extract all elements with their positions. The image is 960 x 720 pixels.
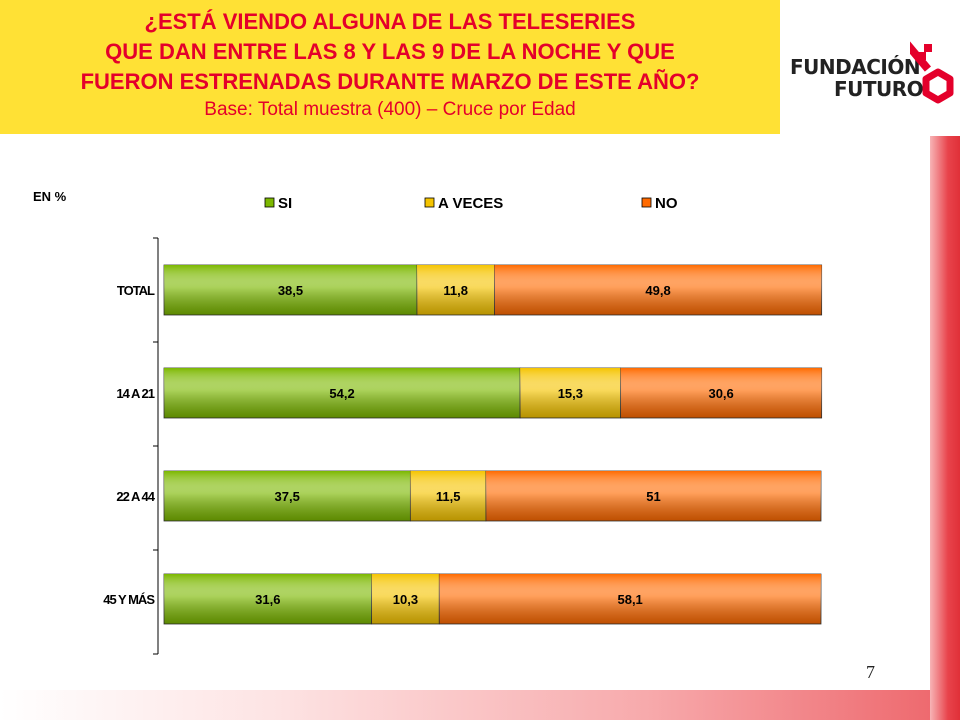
- title-line-1: ¿ESTÁ VIENDO ALGUNA DE LAS TELESERIES: [144, 9, 636, 34]
- bar-shade-a-veces-total: [416, 265, 495, 315]
- bar-shade-si-14-a-21: [164, 368, 521, 418]
- logo-line-2: FUTURO: [834, 77, 924, 101]
- bar-shade-si-22-a-44: [164, 471, 411, 521]
- category-label-14-a-21: 14 A 21: [116, 386, 154, 401]
- legend-label-si: SI: [278, 195, 292, 212]
- bar-shade-si-total: [164, 265, 417, 315]
- data-label-si-22-a-44: 37,5: [275, 489, 300, 504]
- chart-legend: SI A VECES NO: [264, 195, 678, 212]
- title-line-2: QUE DAN ENTRE LAS 8 Y LAS 9 DE LA NOCHE …: [105, 39, 675, 64]
- legend-label-a-veces: A VECES: [438, 195, 503, 212]
- decorative-bottom-stripe: [0, 690, 930, 720]
- data-label-a-veces-45-y-mas: 10,3: [393, 592, 418, 607]
- title-banner: ¿ESTÁ VIENDO ALGUNA DE LAS TELESERIES QU…: [0, 0, 780, 134]
- subtitle: Base: Total muestra (400) – Cruce por Ed…: [204, 99, 576, 120]
- bar-shade-no-14-a-21: [620, 368, 822, 418]
- key-icon: [910, 40, 954, 104]
- data-label-a-veces-total: 11,8: [443, 283, 468, 298]
- unit-label: EN %: [33, 189, 67, 204]
- bar-shade-si-45-y-mas: [164, 574, 372, 624]
- logo-text: FUNDACIÓN FUTURO: [790, 55, 924, 101]
- category-label-total: TOTAL: [117, 283, 155, 298]
- data-label-a-veces-14-a-21: 15,3: [558, 386, 583, 401]
- data-label-no-22-a-44: 51: [646, 489, 660, 504]
- data-label-no-45-y-mas: 58,1: [617, 592, 642, 607]
- data-label-no-14-a-21: 30,6: [708, 386, 733, 401]
- legend-swatch-no: [641, 197, 652, 208]
- bar-shade-no-22-a-44: [485, 471, 821, 521]
- data-label-a-veces-22-a-44: 11,5: [436, 489, 461, 504]
- legend-swatch-si: [264, 197, 275, 208]
- decorative-right-stripe: [930, 136, 960, 720]
- chart-bars: TOTAL 38,5 11,8 49,8 14 A 21 54,2 15,3 30,6 22 A…: [103, 237, 823, 655]
- fundacion-futuro-logo: FUNDACIÓN FUTURO: [790, 30, 960, 110]
- bar-shade-no-total: [494, 265, 822, 315]
- legend-label-no: NO: [655, 195, 678, 212]
- bar-shade-a-veces-14-a-21: [520, 368, 621, 418]
- legend-swatch-a-veces: [424, 197, 435, 208]
- logo-line-1: FUNDACIÓN: [790, 55, 921, 79]
- data-label-si-total: 38,5: [278, 283, 303, 298]
- page-number: 7: [866, 662, 875, 682]
- category-label-45-y-mas: 45 Y MÁS: [103, 592, 155, 607]
- category-label-22-a-44: 22 A 44: [116, 489, 155, 504]
- bar-shade-a-veces-45-y-mas: [371, 574, 440, 624]
- data-label-si-14-a-21: 54,2: [329, 386, 354, 401]
- data-label-no-total: 49,8: [645, 283, 670, 298]
- bar-shade-no-45-y-mas: [439, 574, 821, 624]
- title-line-3: FUERON ESTRENADAS DURANTE MARZO DE ESTE …: [80, 69, 700, 94]
- data-label-si-45-y-mas: 31,6: [255, 592, 280, 607]
- bar-shade-a-veces-22-a-44: [410, 471, 486, 521]
